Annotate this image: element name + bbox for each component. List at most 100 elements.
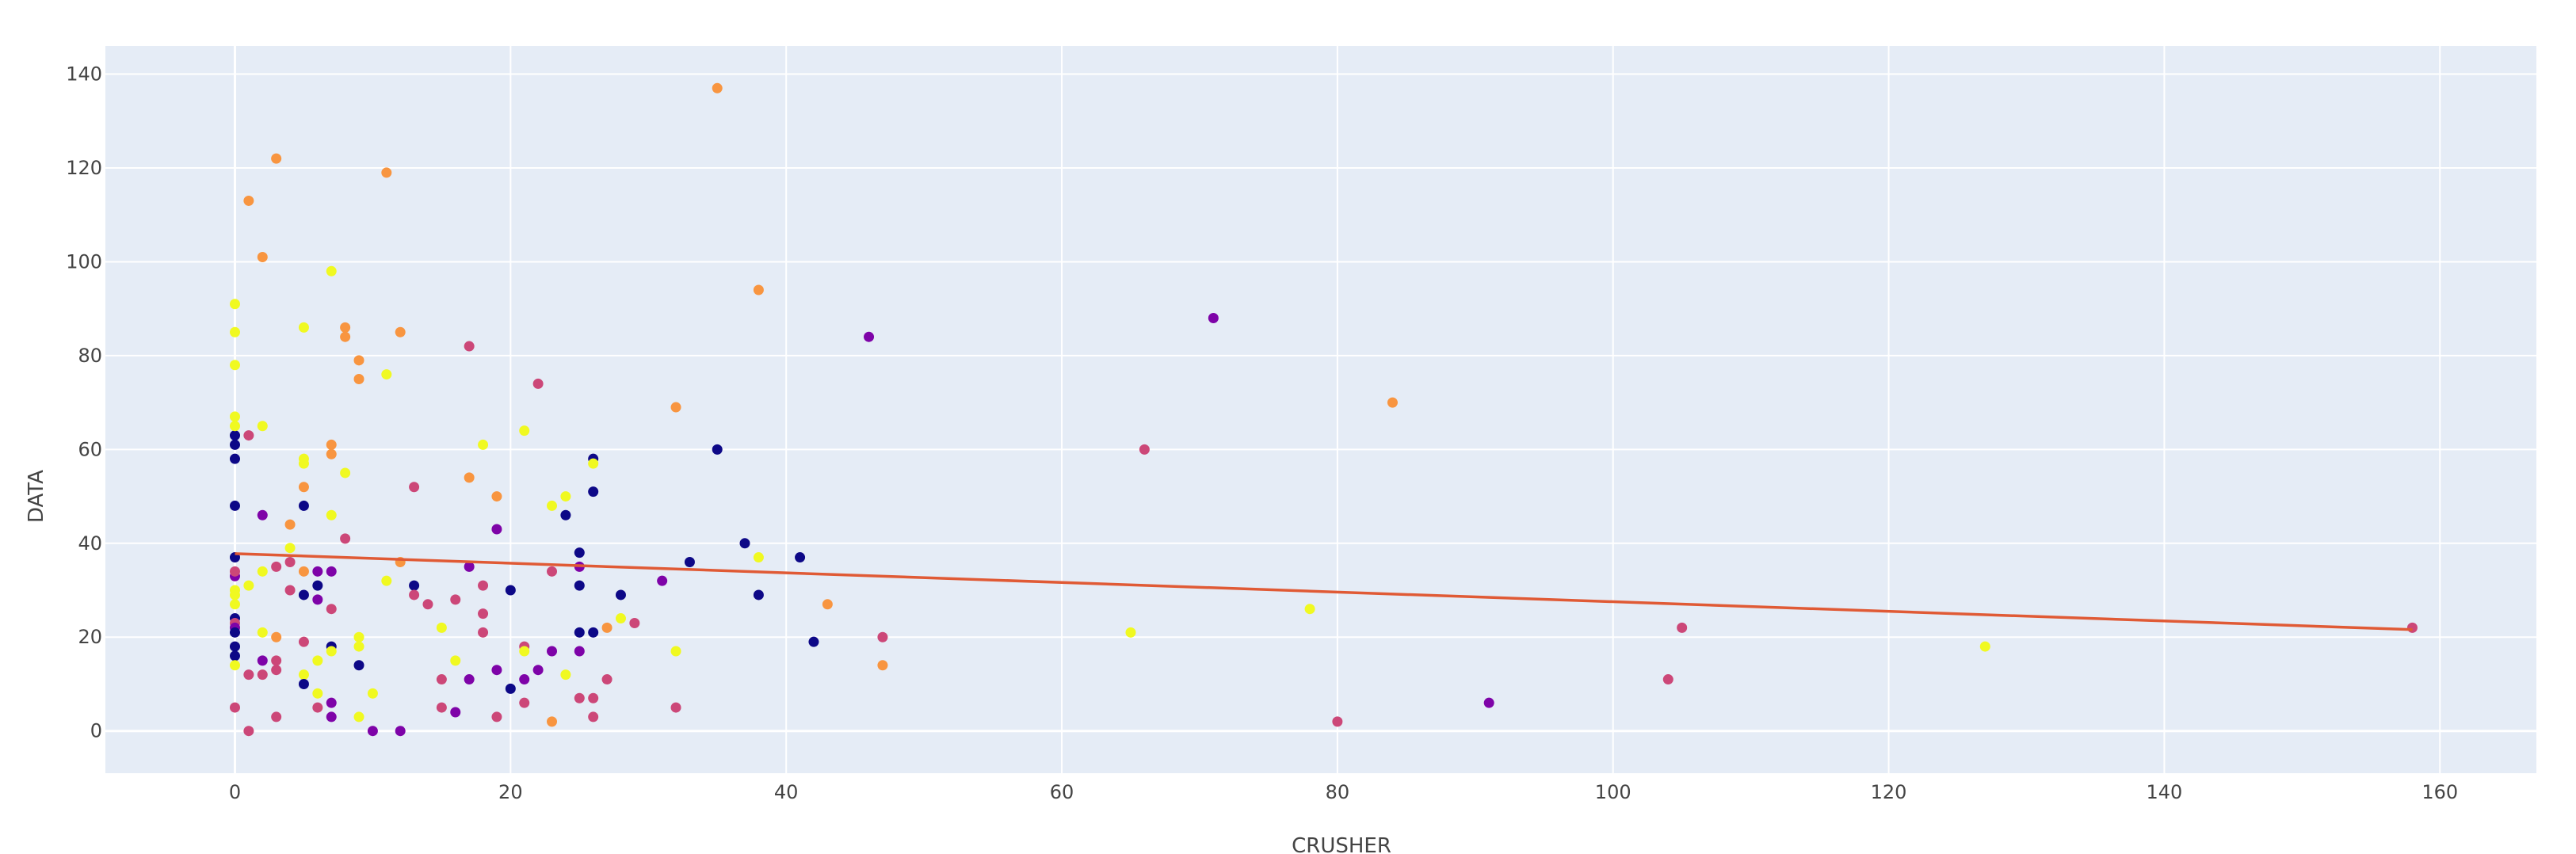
data-point xyxy=(298,669,309,681)
data-point xyxy=(243,580,254,591)
data-point xyxy=(395,726,406,737)
data-point xyxy=(326,509,337,520)
data-point xyxy=(574,692,585,703)
data-point xyxy=(464,561,475,572)
data-point xyxy=(547,716,558,727)
data-point xyxy=(271,711,282,722)
data-point xyxy=(1304,604,1315,615)
data-point xyxy=(353,355,364,366)
data-point xyxy=(560,491,571,502)
data-point xyxy=(284,585,296,596)
data-point xyxy=(491,491,502,502)
data-point xyxy=(381,369,392,380)
data-point xyxy=(257,669,268,681)
data-point xyxy=(588,486,599,498)
data-point xyxy=(229,627,240,638)
data-point xyxy=(271,655,282,666)
data-point xyxy=(243,430,254,441)
data-point xyxy=(532,378,544,389)
data-point xyxy=(519,646,530,657)
data-point xyxy=(298,322,309,333)
data-point xyxy=(1483,697,1494,708)
data-point xyxy=(284,543,296,554)
data-point xyxy=(601,674,613,685)
x-tick-label: 80 xyxy=(1326,781,1350,803)
data-point xyxy=(326,697,337,708)
data-point xyxy=(478,580,489,591)
data-point xyxy=(257,655,268,666)
data-point xyxy=(326,604,337,615)
data-point xyxy=(574,580,585,591)
data-point xyxy=(298,678,309,689)
data-point xyxy=(464,341,475,352)
x-axis-title: CRUSHER xyxy=(1292,834,1391,854)
data-point xyxy=(229,500,240,511)
data-point xyxy=(629,617,640,628)
data-point xyxy=(229,411,240,422)
data-point xyxy=(464,472,475,483)
data-point xyxy=(588,458,599,469)
data-point xyxy=(353,641,364,652)
data-point xyxy=(478,608,489,620)
data-point xyxy=(753,552,764,563)
data-point xyxy=(739,538,750,549)
data-point xyxy=(312,688,323,699)
y-tick-label: 80 xyxy=(78,345,102,367)
data-point xyxy=(298,482,309,493)
data-point xyxy=(312,655,323,666)
data-point xyxy=(381,167,392,178)
data-point xyxy=(450,707,461,718)
data-point xyxy=(478,439,489,450)
data-point xyxy=(864,331,875,342)
data-point xyxy=(657,575,668,586)
data-point xyxy=(712,444,723,455)
data-point xyxy=(436,622,447,633)
data-point xyxy=(753,589,764,600)
data-point xyxy=(271,631,282,642)
data-point xyxy=(877,660,888,671)
data-point xyxy=(491,665,502,676)
data-point xyxy=(271,153,282,164)
data-point xyxy=(326,448,337,459)
data-point xyxy=(2406,622,2418,633)
data-point xyxy=(229,326,240,337)
data-point xyxy=(229,589,240,600)
data-point xyxy=(367,688,378,699)
data-point xyxy=(1139,444,1150,455)
data-point xyxy=(229,439,240,450)
data-point xyxy=(547,566,558,577)
data-point xyxy=(505,585,516,596)
data-point xyxy=(450,594,461,605)
data-point xyxy=(229,453,240,464)
data-point xyxy=(808,636,819,647)
data-point xyxy=(547,646,558,657)
data-point xyxy=(1979,641,1990,652)
data-point xyxy=(284,556,296,567)
data-point xyxy=(229,430,240,441)
plot-area xyxy=(105,46,2536,773)
data-point xyxy=(574,547,585,559)
x-tick-label: 120 xyxy=(1871,781,1907,803)
data-point xyxy=(257,566,268,577)
data-point xyxy=(381,575,392,586)
data-point xyxy=(1677,622,1688,633)
y-axis-title: DATA xyxy=(25,470,48,523)
data-point xyxy=(588,711,599,722)
data-point xyxy=(615,589,626,600)
data-point xyxy=(229,702,240,713)
data-point xyxy=(298,636,309,647)
data-point xyxy=(670,646,681,657)
y-tick-label: 20 xyxy=(78,626,102,648)
data-point xyxy=(312,580,323,591)
data-point xyxy=(229,650,240,661)
data-point xyxy=(298,566,309,577)
data-point xyxy=(326,439,337,450)
data-point xyxy=(257,421,268,432)
data-point xyxy=(326,646,337,657)
data-point xyxy=(353,631,364,642)
data-point xyxy=(353,374,364,385)
x-tick-label: 40 xyxy=(774,781,799,803)
y-tick-label: 100 xyxy=(66,250,102,273)
